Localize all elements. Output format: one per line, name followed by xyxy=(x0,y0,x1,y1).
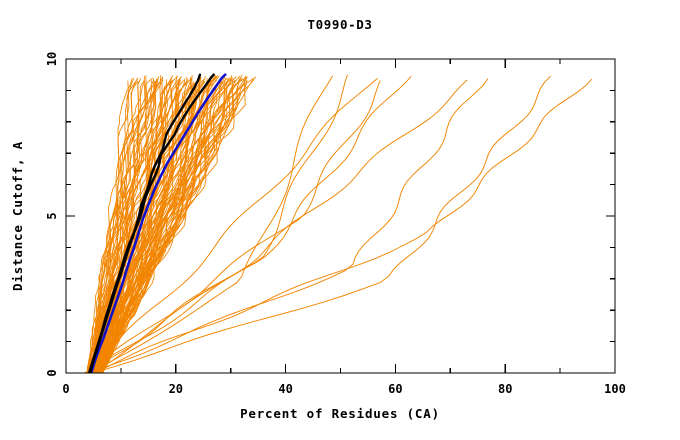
x-tick-label: 0 xyxy=(62,382,69,396)
model-curve-orange xyxy=(101,76,248,373)
axes-frame-layer xyxy=(65,58,616,374)
x-tick-label: 60 xyxy=(388,382,402,396)
x-tick-label: 40 xyxy=(278,382,292,396)
model-curve-orange xyxy=(87,81,156,373)
plot-frame xyxy=(65,58,616,374)
x-tick-label: 20 xyxy=(169,382,183,396)
model-curve-orange-outlier xyxy=(93,77,378,373)
model-curve-orange-outlier xyxy=(93,78,593,373)
model-curve-orange-outlier xyxy=(84,79,468,373)
y-tick-label: 5 xyxy=(45,212,59,219)
model-curve-black-reference-model-2 xyxy=(88,73,202,373)
axis-ticks-layer xyxy=(65,58,616,374)
y-tick-label: 10 xyxy=(45,52,59,66)
model-curves-layer xyxy=(84,73,593,373)
model-curve-orange xyxy=(102,76,257,373)
y-tick-label: 0 xyxy=(45,369,59,376)
x-tick-label: 80 xyxy=(498,382,512,396)
model-curve-orange xyxy=(90,77,159,373)
model-curve-orange-outlier xyxy=(92,74,348,373)
page-title: T0990-D3 xyxy=(307,17,373,32)
model-curve-orange xyxy=(91,79,164,373)
model-curve-blue-reference-model xyxy=(89,73,227,373)
model-curve-orange xyxy=(99,79,246,373)
x-tick-label: 100 xyxy=(604,382,626,396)
model-curve-orange-outlier xyxy=(87,78,489,373)
y-axis-title: Distance Cutoff, A xyxy=(10,141,25,291)
x-axis-title: Percent of Residues (CA) xyxy=(240,406,440,421)
model-curve-orange-outlier xyxy=(85,75,412,373)
axis-labels-layer: 0 20 40 60 80 100 0 5 10 xyxy=(45,52,626,396)
model-curve-orange-outlier xyxy=(88,75,334,373)
